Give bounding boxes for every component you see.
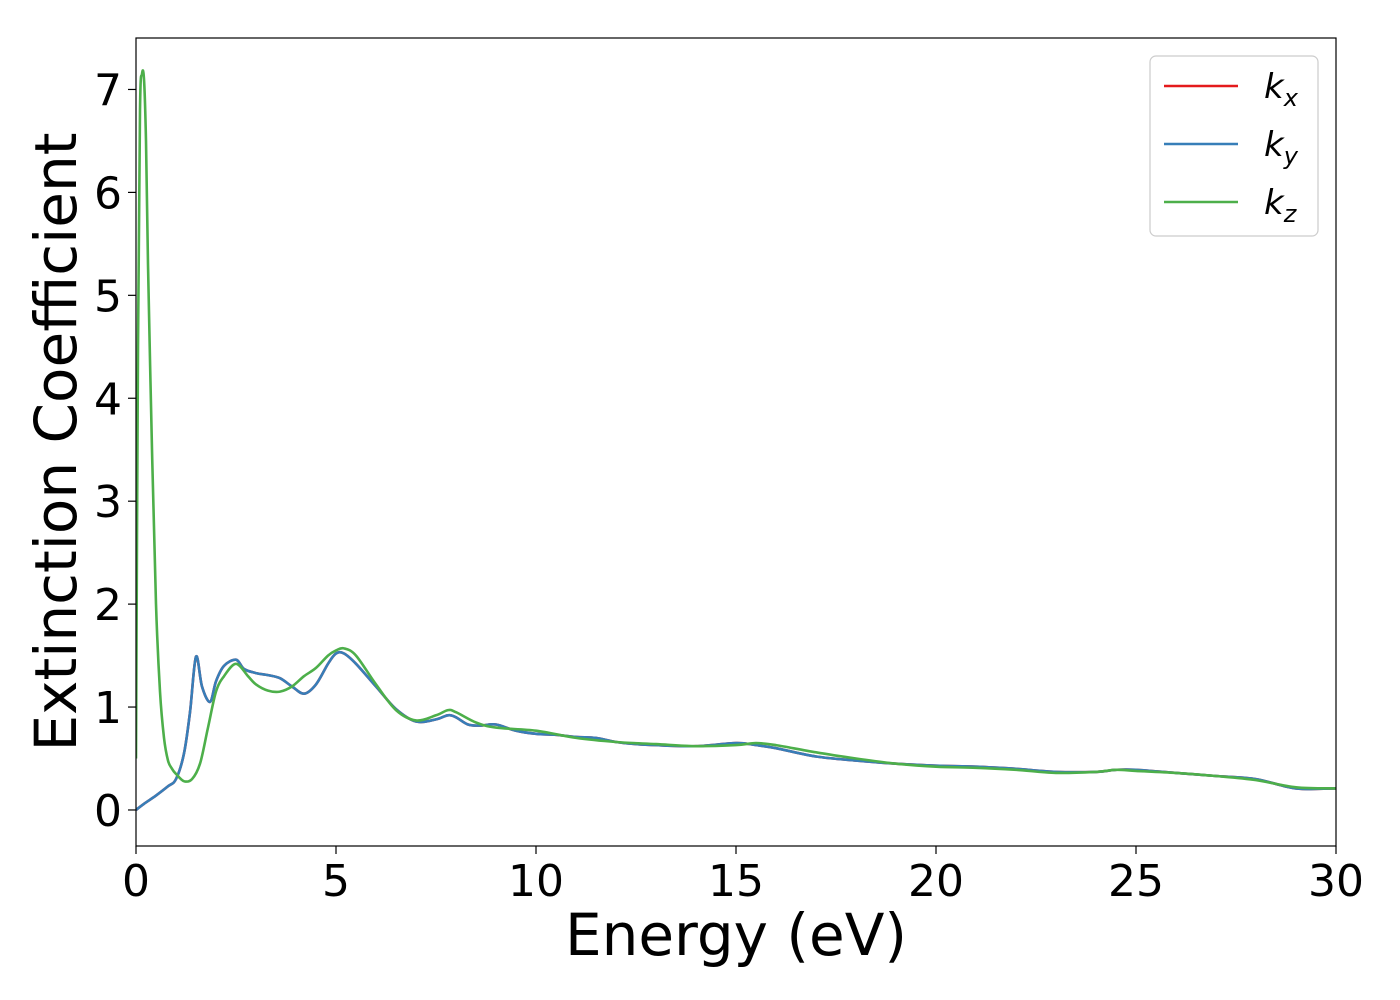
x-tick-label: 15 — [708, 856, 764, 907]
y-tick-label: 2 — [94, 580, 122, 631]
x-axis-title: Energy (eV) — [565, 901, 907, 969]
y-tick-label: 3 — [94, 477, 122, 528]
legend-label-subscript: x — [1283, 84, 1299, 112]
x-axis-ticks: 0 5 10 15 20 25 30 — [122, 846, 1364, 907]
y-tick-label: 7 — [94, 65, 122, 116]
x-tick-label: 0 — [122, 856, 150, 907]
y-axis-title: Extinction Coefficient — [22, 133, 90, 752]
series-line-kz — [136, 69, 1336, 790]
legend-label-base: k — [1264, 125, 1285, 165]
y-tick-label: 6 — [94, 168, 122, 219]
legend-label-ky: ky — [1264, 125, 1299, 170]
x-tick-label: 25 — [1108, 856, 1164, 907]
x-tick-label: 10 — [508, 856, 564, 907]
y-tick-label: 4 — [94, 374, 122, 425]
x-tick-label: 5 — [322, 856, 350, 907]
legend-label-base: k — [1264, 183, 1285, 223]
legend-label-base: k — [1264, 67, 1285, 107]
legend-box — [1149, 55, 1319, 237]
legend-label-subscript: y — [1283, 142, 1299, 170]
legend-label-kz: kz — [1264, 183, 1298, 228]
legend-label-subscript: z — [1283, 200, 1298, 228]
y-tick-label: 0 — [94, 786, 122, 837]
x-tick-label: 20 — [908, 856, 964, 907]
y-tick-label: 1 — [94, 683, 122, 734]
legend-label-kx: kx — [1264, 67, 1299, 112]
y-axis-ticks: 0 1 2 3 4 5 6 7 — [94, 65, 136, 837]
series-layer — [136, 69, 1336, 811]
y-tick-label: 5 — [94, 271, 122, 322]
x-tick-label: 30 — [1308, 856, 1364, 907]
